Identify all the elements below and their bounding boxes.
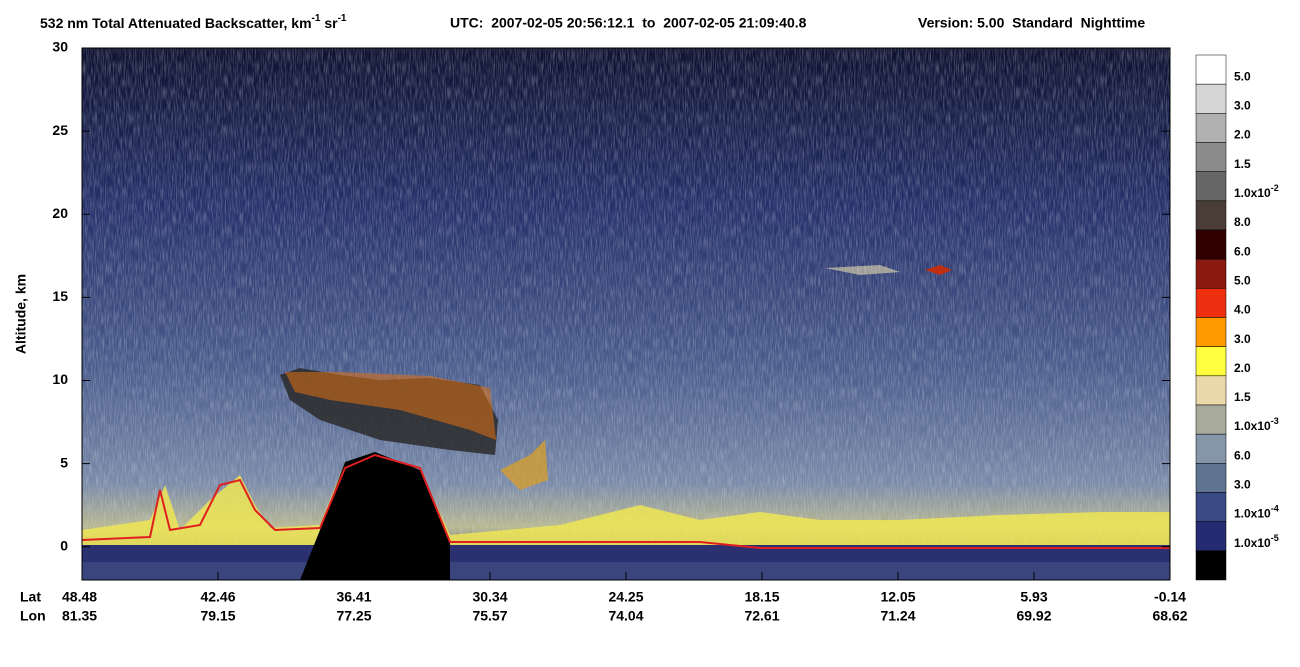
x-tick-label: 72.61 [744,608,779,624]
y-tick-label: 25 [52,122,68,138]
y-tick-label: 15 [52,288,68,304]
colorbar-swatch [1195,463,1227,493]
title-exponent: -1 [338,13,347,24]
colorbar-label: 4.0 [1234,303,1251,317]
plot-image [81,48,1170,580]
colorbar-exponent: -5 [1271,533,1279,543]
colorbar-label: 1.0x10-2 [1234,183,1279,200]
x-row-label: Lat [20,589,41,605]
colorbar-mantissa: 1.0x10 [1234,507,1271,521]
colorbar-swatch [1195,492,1227,522]
x-tick-label: 71.24 [880,608,915,624]
colorbar-swatch [1195,521,1227,552]
colorbar-label: 2.0 [1234,128,1251,142]
colorbar-swatch [1195,375,1227,406]
colorbar-label: 5.0 [1234,274,1251,288]
colorbar-label: 1.0x10-5 [1234,533,1279,550]
colorbar-label: 1.5 [1234,157,1251,171]
colorbar-label: 3.0 [1234,478,1251,492]
colorbar: 5.03.02.01.51.0x10-28.06.05.04.03.02.01.… [1195,54,1279,581]
x-tick-label: 12.05 [880,589,915,605]
y-axis-label: Altitude, km [13,274,29,354]
x-tick-label: 5.93 [1020,589,1047,605]
x-tick-label: 18.15 [744,589,779,605]
colorbar-swatch [1195,550,1227,581]
x-tick-label: 36.41 [336,589,371,605]
colorbar-label: 1.0x10-4 [1234,504,1279,521]
y-tick-label: 0 [60,537,68,553]
colorbar-swatch [1195,317,1227,347]
x-row-label: Lon [20,608,46,624]
y-tick-label: 5 [60,454,68,470]
colorbar-mantissa: 1.0x10 [1234,536,1271,550]
colorbar-label: 3.0 [1234,99,1251,113]
title-exponent: -1 [312,13,321,24]
colorbar-swatch [1195,433,1227,464]
colorbar-exponent: -2 [1271,183,1279,193]
colorbar-swatch [1195,83,1227,114]
y-tick-label: 20 [52,205,68,221]
x-tick-label: 69.92 [1016,608,1051,624]
colorbar-swatch [1195,113,1227,143]
colorbar-mantissa: 1.0x10 [1234,186,1271,200]
colorbar-label: 3.0 [1234,332,1251,346]
colorbar-swatch [1195,171,1227,202]
colorbar-swatch [1195,142,1227,172]
y-tick-label: 30 [52,39,68,55]
x-tick-label: 42.46 [200,589,235,605]
chart-title: 532 nm Total Attenuated Backscatter, km-… [40,13,347,31]
chart-subtitle: UTC: 2007-02-05 20:56:12.1 to 2007-02-05… [450,15,807,31]
colorbar-swatch [1195,258,1227,289]
colorbar-exponent: -4 [1271,504,1279,514]
x-tick-label: 48.48 [62,589,97,605]
colorbar-label: 2.0 [1234,361,1251,375]
colorbar-label: 6.0 [1234,449,1251,463]
colorbar-swatch [1195,346,1227,377]
colorbar-label: 6.0 [1234,244,1251,258]
chart-subtitle: Version: 5.00 Standard Nighttime [918,15,1145,31]
colorbar-label: 1.0x10-3 [1234,417,1279,434]
colorbar-swatch [1195,54,1227,85]
y-tick-label: 10 [52,371,68,387]
x-tick-label: 81.35 [62,608,97,624]
title-unit: sr [320,15,338,31]
x-tick-label: 75.57 [472,608,507,624]
colorbar-exponent: -3 [1271,417,1279,427]
colorbar-swatch [1195,404,1227,435]
colorbar-swatch [1195,288,1227,318]
x-tick-label: 24.25 [608,589,643,605]
colorbar-mantissa: 1.0x10 [1234,419,1271,433]
x-tick-label: 74.04 [608,608,643,624]
colorbar-swatch [1195,229,1227,260]
x-tick-label: -0.14 [1154,589,1186,605]
colorbar-label: 5.0 [1234,69,1251,83]
x-tick-label: 79.15 [200,608,235,624]
colorbar-label: 8.0 [1234,215,1251,229]
colorbar-swatch [1195,200,1227,231]
x-tick-label: 30.34 [472,589,507,605]
x-tick-label: 77.25 [336,608,371,624]
colorbar-label: 1.5 [1234,390,1251,404]
title-main: 532 nm Total Attenuated Backscatter, km [40,15,312,31]
x-tick-label: 68.62 [1152,608,1187,624]
